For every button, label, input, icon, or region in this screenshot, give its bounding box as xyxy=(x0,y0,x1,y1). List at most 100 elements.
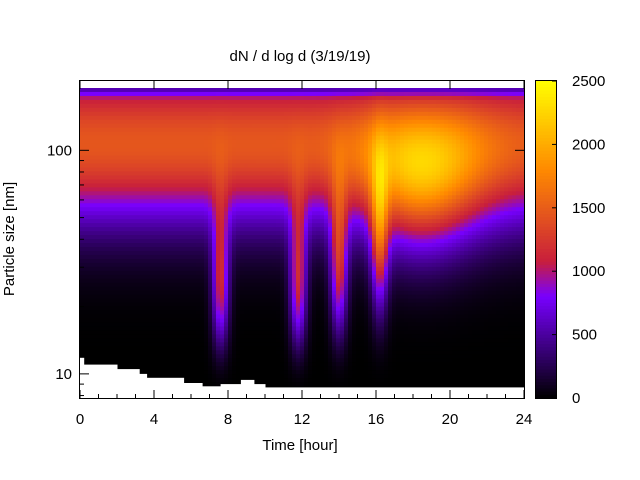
heatmap-cell xyxy=(160,266,165,272)
heatmap-cell xyxy=(164,342,169,347)
heatmap-cell xyxy=(124,107,129,113)
heatmap-cell xyxy=(332,382,337,387)
heatmap-cell xyxy=(216,374,221,379)
heatmap-cell xyxy=(320,119,325,125)
heatmap-cell xyxy=(148,318,153,324)
heatmap-cell xyxy=(132,270,137,276)
heatmap-cell xyxy=(180,243,185,248)
heatmap-cell xyxy=(312,382,317,387)
heatmap-cell xyxy=(140,306,145,312)
heatmap-cell xyxy=(232,338,237,343)
heatmap-cell xyxy=(96,119,101,125)
heatmap-cell xyxy=(240,131,245,137)
heatmap-cell xyxy=(308,302,313,308)
heatmap-cell xyxy=(156,282,161,288)
heatmap-cell xyxy=(108,235,113,240)
heatmap-cell xyxy=(128,298,133,304)
heatmap-cell xyxy=(304,155,309,161)
heatmap-cell xyxy=(112,231,117,236)
heatmap-cell xyxy=(196,135,201,141)
heatmap-cell xyxy=(212,199,217,204)
heatmap-cell xyxy=(104,258,109,264)
heatmap-cell xyxy=(128,235,133,240)
heatmap-cell xyxy=(324,143,329,149)
heatmap-cell xyxy=(128,302,133,308)
heatmap-cell xyxy=(132,199,137,204)
heatmap-cell xyxy=(300,302,305,308)
heatmap-cell xyxy=(128,175,133,181)
heatmap-cell xyxy=(260,99,265,105)
heatmap-cell xyxy=(208,254,213,260)
heatmap-cell xyxy=(128,246,133,252)
heatmap-cell xyxy=(220,354,225,359)
heatmap-cell xyxy=(292,119,297,125)
heatmap-cell xyxy=(288,199,293,204)
heatmap-cell xyxy=(320,262,325,268)
heatmap-cell xyxy=(272,119,277,125)
heatmap-cell xyxy=(256,211,261,216)
heatmap-cell xyxy=(320,342,325,347)
heatmap-cell xyxy=(308,235,313,240)
heatmap-cell xyxy=(244,346,249,351)
heatmap-cell xyxy=(164,338,169,343)
heatmap-cell xyxy=(148,195,153,200)
heatmap-cell xyxy=(272,88,277,93)
heatmap-cell xyxy=(332,91,337,97)
heatmap-cell xyxy=(280,223,285,228)
heatmap-cell xyxy=(168,366,173,371)
heatmap-cell xyxy=(172,290,177,296)
heatmap-cell xyxy=(264,254,269,260)
heatmap-cell xyxy=(296,334,301,339)
heatmap-cell xyxy=(160,155,165,161)
heatmap-cell xyxy=(244,167,249,173)
heatmap-cell xyxy=(268,358,273,363)
heatmap-cell xyxy=(100,111,105,117)
heatmap-cell xyxy=(168,374,173,379)
heatmap-cell xyxy=(172,88,177,93)
heatmap-cell xyxy=(80,119,85,125)
heatmap-cell xyxy=(328,223,333,228)
heatmap-cell xyxy=(92,127,97,133)
heatmap-cell xyxy=(296,107,301,113)
heatmap-cell xyxy=(124,203,129,208)
heatmap-cell xyxy=(152,111,157,117)
heatmap-cell xyxy=(100,314,105,320)
heatmap-cell xyxy=(128,99,133,105)
heatmap-cell xyxy=(292,239,297,244)
heatmap-cell xyxy=(328,290,333,296)
heatmap-cell xyxy=(144,250,149,256)
heatmap-cell xyxy=(132,119,137,125)
heatmap-cell xyxy=(136,246,141,252)
heatmap-cell xyxy=(192,167,197,173)
heatmap-cell xyxy=(304,254,309,260)
heatmap-cell xyxy=(224,183,229,188)
heatmap-cell xyxy=(292,111,297,117)
heatmap-cell xyxy=(152,107,157,113)
heatmap-cell xyxy=(104,254,109,260)
heatmap-cell xyxy=(272,382,277,387)
heatmap-cell xyxy=(84,155,89,161)
heatmap-cell xyxy=(144,366,149,371)
heatmap-cell xyxy=(184,370,189,375)
heatmap-cell xyxy=(180,199,185,204)
heatmap-cell xyxy=(324,163,329,169)
heatmap-cell xyxy=(112,203,117,208)
heatmap-cell xyxy=(252,143,257,149)
heatmap-cell xyxy=(236,127,241,133)
heatmap-cell xyxy=(168,195,173,200)
heatmap-cell xyxy=(236,119,241,125)
heatmap-cell xyxy=(184,278,189,284)
heatmap-cell xyxy=(180,231,185,236)
heatmap-cell xyxy=(100,187,105,192)
heatmap-cell xyxy=(104,338,109,343)
heatmap-cell xyxy=(308,334,313,339)
heatmap-cell xyxy=(316,147,321,153)
heatmap-cell xyxy=(256,350,261,355)
heatmap-cell xyxy=(264,366,269,371)
heatmap-cell xyxy=(204,135,209,141)
heatmap-cell xyxy=(296,147,301,153)
heatmap-cell xyxy=(140,274,145,280)
heatmap-cell xyxy=(232,378,237,383)
heatmap-cell xyxy=(224,362,229,367)
heatmap-cell xyxy=(168,139,173,145)
